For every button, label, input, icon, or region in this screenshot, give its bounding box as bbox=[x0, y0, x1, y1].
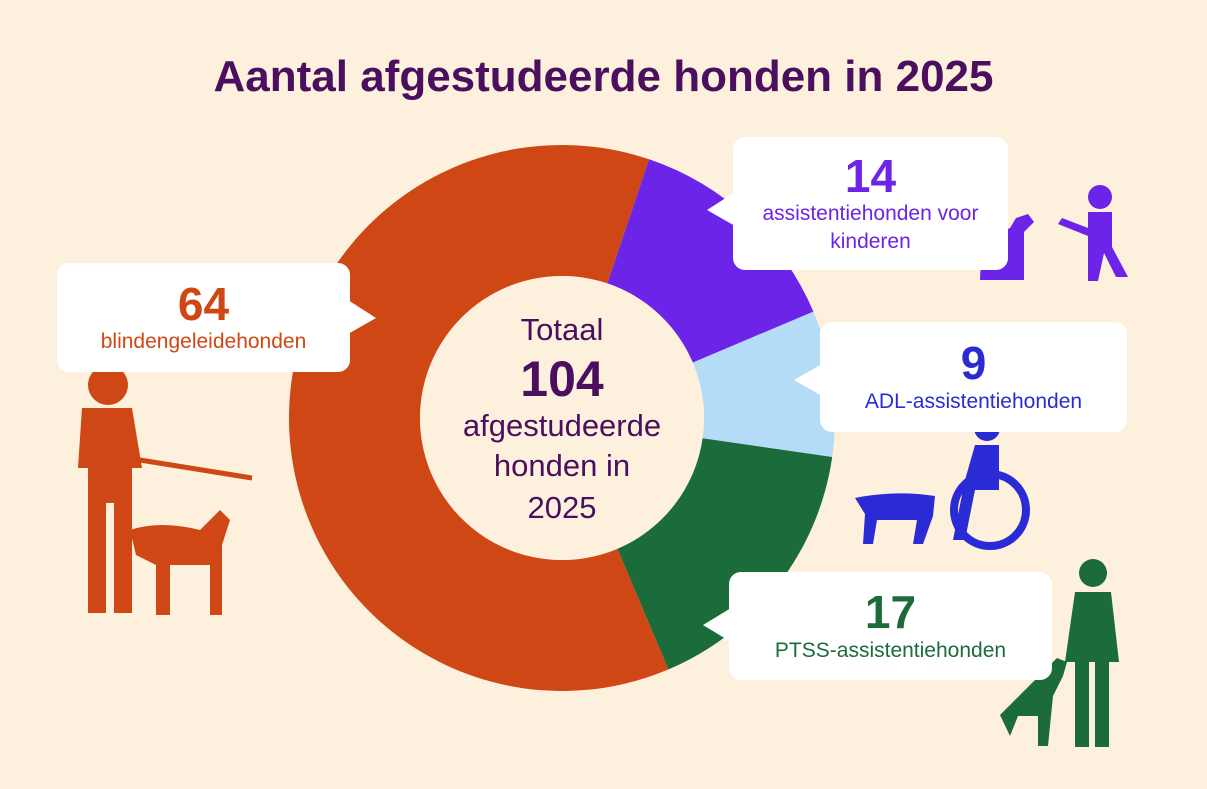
center-line: afgestudeerde bbox=[462, 408, 662, 443]
donut-segment bbox=[607, 159, 814, 363]
callout: 17 PTSS-assistentiehonden bbox=[729, 572, 1052, 680]
category-label: ADL-assistentiehonden bbox=[864, 389, 1083, 413]
donut-segment bbox=[692, 311, 835, 458]
category-label: assistentiehonden voor kinderen bbox=[762, 202, 979, 253]
callout-pointers bbox=[348, 192, 822, 642]
pointer bbox=[794, 364, 822, 396]
icon-ptsd-dog bbox=[1000, 559, 1119, 747]
icon-blind-guide bbox=[78, 365, 253, 615]
donut-hole bbox=[420, 276, 704, 560]
center-line: 2025 bbox=[527, 490, 597, 525]
icon-wheelchair-dog bbox=[855, 415, 1030, 550]
value-label: 17 bbox=[864, 586, 917, 639]
callout: 9 ADL-assistentiehonden bbox=[820, 322, 1127, 432]
value-label: 14 bbox=[844, 150, 897, 203]
category-label: PTSS-assistentiehonden bbox=[774, 638, 1007, 662]
center-line: honden in bbox=[493, 448, 631, 483]
pointer bbox=[703, 608, 731, 642]
pointer bbox=[348, 300, 376, 334]
callout: 64 blindengeleidehonden bbox=[57, 263, 350, 372]
value-label: 64 bbox=[177, 277, 230, 330]
donut-segment bbox=[617, 438, 833, 670]
donut bbox=[289, 144, 835, 691]
value-label: 9 bbox=[960, 337, 987, 390]
chart-title: Aantal afgestudeerde honden in 2025 bbox=[213, 52, 994, 101]
callout: 14 assistentiehonden voor kinderen bbox=[733, 137, 1008, 270]
center-label: Totaal bbox=[520, 312, 604, 347]
pointer bbox=[707, 192, 735, 226]
category-label: blindengeleidehonden bbox=[100, 330, 307, 353]
center-total: 104 bbox=[520, 351, 604, 407]
donut-segment bbox=[289, 144, 669, 691]
